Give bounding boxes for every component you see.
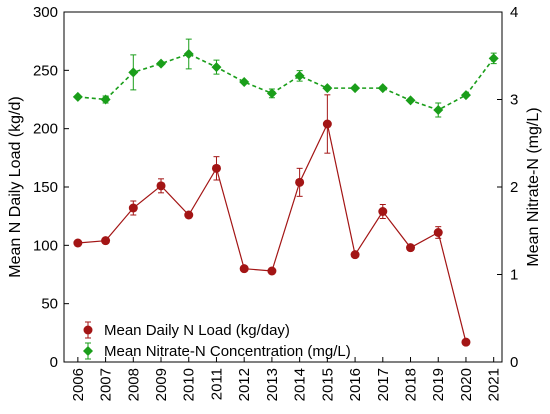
data-point xyxy=(211,62,222,73)
x-tick-label: 2018 xyxy=(403,368,420,401)
data-point xyxy=(72,91,83,102)
series-line xyxy=(77,53,495,111)
x-tick-label: 2006 xyxy=(70,368,87,401)
data-point xyxy=(405,95,416,106)
data-point xyxy=(350,250,360,260)
data-point xyxy=(350,83,361,94)
data-point xyxy=(267,266,277,276)
x-tick-label: 2016 xyxy=(347,368,364,401)
data-point xyxy=(83,325,93,335)
data-point xyxy=(266,88,277,99)
y-axis-title-right: Mean Nitrate-N (mg/L) xyxy=(525,107,542,266)
data-point xyxy=(322,83,333,94)
data-point xyxy=(100,94,111,105)
x-tick-label: 2020 xyxy=(458,368,475,401)
y-tick-label-left: 150 xyxy=(33,179,58,196)
data-point xyxy=(128,67,139,78)
data-point xyxy=(211,163,221,173)
legend-entry: Mean Nitrate-N Concentration (mg/L) xyxy=(83,342,351,360)
data-point xyxy=(128,203,138,213)
data-point xyxy=(488,53,499,64)
data-point xyxy=(183,49,194,59)
y-tick-label-left: 50 xyxy=(41,296,58,313)
data-point xyxy=(406,243,416,253)
data-point xyxy=(83,346,93,356)
x-tick-label: 2009 xyxy=(153,368,170,401)
data-point xyxy=(156,181,166,191)
data-point xyxy=(461,337,471,347)
x-tick-label: 2012 xyxy=(236,368,253,401)
x-tick-label: 2015 xyxy=(319,368,336,401)
y-tick-label-right: 1 xyxy=(510,267,518,284)
y-tick-label-left: 250 xyxy=(33,62,58,79)
x-tick-label: 2014 xyxy=(292,368,309,401)
legend-label: Mean Nitrate-N Concentration (mg/L) xyxy=(104,343,351,360)
data-point xyxy=(294,70,305,81)
data-point xyxy=(239,77,250,87)
y-tick-label-right: 0 xyxy=(510,354,518,371)
y-tick-label-right: 2 xyxy=(510,179,518,196)
x-tick-label: 2011 xyxy=(208,368,225,400)
data-point xyxy=(460,90,471,101)
legend-label: Mean Daily N Load (kg/day) xyxy=(104,322,290,339)
y-tick-label-left: 100 xyxy=(33,237,58,254)
plot-frame xyxy=(63,11,503,363)
data-point xyxy=(101,236,111,246)
data-point xyxy=(73,238,83,248)
x-tick-label: 2010 xyxy=(181,368,198,401)
data-point xyxy=(322,119,332,129)
data-point xyxy=(239,264,249,274)
data-point xyxy=(295,177,305,187)
data-point xyxy=(433,105,444,115)
x-tick-label: 2007 xyxy=(98,368,115,401)
data-point xyxy=(184,210,194,220)
x-tick-label: 2021 xyxy=(486,368,503,401)
data-point xyxy=(378,207,388,216)
data-point xyxy=(377,83,388,94)
series-1 xyxy=(72,38,499,118)
series-0 xyxy=(73,94,471,347)
x-tick-label: 2008 xyxy=(125,368,142,401)
data-point xyxy=(433,228,443,237)
y-tick-label-right: 4 xyxy=(510,4,518,21)
y-tick-label-left: 200 xyxy=(33,121,58,138)
y-tick-label-left: 0 xyxy=(50,354,58,371)
y-tick-label-left: 300 xyxy=(33,4,58,21)
x-tick-label: 2019 xyxy=(430,368,447,401)
y-axis-title-left: Mean N Daily Load (kg/d) xyxy=(7,96,24,277)
legend: Mean Daily N Load (kg/day) Mean Nitrate-N… xyxy=(83,321,351,360)
y-tick-label-right: 3 xyxy=(510,92,518,109)
legend-entry: Mean Daily N Load (kg/day) xyxy=(83,321,290,339)
series-line xyxy=(77,122,467,343)
x-tick-label: 2013 xyxy=(264,368,281,401)
x-tick-label: 2017 xyxy=(375,368,392,401)
data-point xyxy=(156,58,167,69)
